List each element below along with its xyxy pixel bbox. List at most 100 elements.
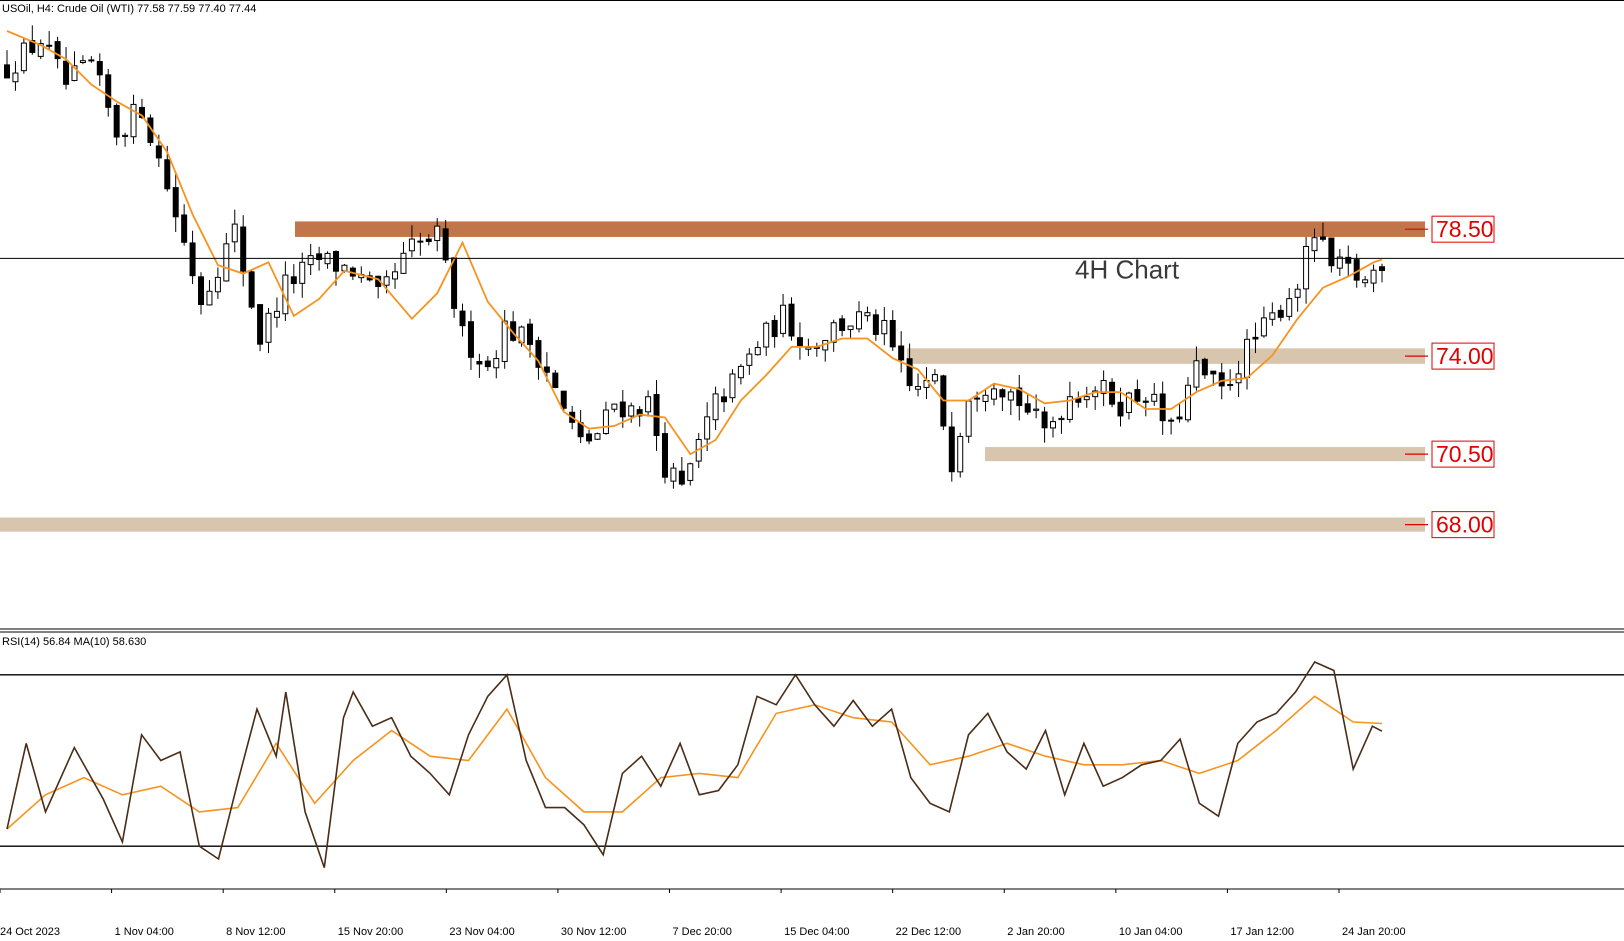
candle — [1066, 381, 1073, 423]
candle — [535, 336, 542, 380]
level-label-box — [1431, 342, 1495, 370]
candle — [763, 321, 770, 356]
candle — [915, 373, 922, 397]
candle — [1286, 287, 1293, 321]
candle — [400, 241, 407, 274]
candle — [577, 409, 584, 444]
candle — [771, 315, 778, 348]
candle — [198, 272, 205, 315]
candle — [1058, 415, 1065, 434]
candle — [1379, 263, 1385, 283]
candle — [172, 173, 179, 233]
candle — [1362, 276, 1369, 288]
candle — [594, 432, 601, 440]
candle — [1244, 329, 1251, 390]
time-tick-label: 22 Dec 12:00 — [896, 926, 961, 938]
candle — [1269, 302, 1276, 326]
candle — [88, 56, 95, 63]
candle — [417, 232, 424, 256]
time-tick-label: 24 Oct 2023 — [0, 926, 60, 938]
candle — [855, 301, 862, 333]
candle — [982, 389, 989, 412]
candle — [670, 462, 677, 489]
candle — [602, 401, 609, 435]
candle — [1345, 245, 1352, 277]
candle — [1125, 391, 1132, 420]
candle — [257, 304, 264, 352]
time-tick-label: 24 Jan 20:00 — [1342, 926, 1406, 938]
candle — [1024, 394, 1031, 415]
candle — [560, 390, 567, 412]
candle — [1336, 248, 1343, 276]
candle — [122, 132, 129, 147]
candle — [847, 325, 854, 339]
candle — [1370, 264, 1377, 293]
candle — [273, 297, 280, 328]
time-axis: 24 Oct 2023 1 Nov 04:00 8 Nov 12:00 15 Nov … — [0, 888, 1624, 938]
candle — [872, 309, 879, 341]
candle — [1083, 386, 1090, 408]
candle — [754, 341, 761, 356]
candle — [864, 306, 871, 322]
candle — [813, 342, 820, 357]
candle — [307, 243, 314, 276]
candle — [1041, 406, 1048, 443]
support-resistance-levels — [0, 221, 1425, 532]
candle — [231, 209, 238, 253]
candle — [484, 356, 491, 371]
candle — [113, 103, 120, 146]
candle — [214, 267, 221, 299]
level-zone-68-00 — [0, 517, 1425, 532]
time-tick-label: 7 Dec 20:00 — [673, 926, 732, 938]
rsi-ma-line — [6, 695, 1383, 830]
candle — [1328, 237, 1335, 273]
candle — [282, 261, 289, 322]
candle — [687, 462, 694, 486]
candle — [442, 220, 449, 264]
candle — [493, 350, 500, 379]
level-label-text: 70.50 — [1436, 441, 1494, 467]
time-tick-label: 15 Dec 04:00 — [784, 926, 849, 938]
candle — [1277, 304, 1284, 322]
candle — [990, 383, 997, 406]
candle — [451, 256, 458, 318]
candle — [1210, 370, 1217, 386]
candle — [1075, 391, 1082, 408]
candle — [206, 280, 213, 306]
candle — [898, 331, 905, 373]
candle — [586, 429, 593, 445]
candle — [20, 37, 27, 74]
candlesticks — [4, 25, 1385, 489]
candle — [628, 402, 635, 423]
candle — [940, 374, 947, 431]
rsi-panel: RSI(14) 56.84 MA(10) 58.630 — [0, 628, 1624, 868]
candle — [46, 31, 53, 50]
candle — [965, 399, 972, 443]
candle — [737, 363, 744, 385]
level-label-70-50: 70.50 — [1431, 440, 1495, 468]
candle — [476, 353, 483, 378]
symbol-header: USOil, H4: Crude Oil (WTI) 77.58 77.59 7… — [2, 3, 256, 15]
candle — [830, 319, 837, 352]
candle — [948, 412, 955, 482]
candle — [552, 369, 559, 389]
candle — [223, 232, 230, 282]
candle — [392, 263, 399, 289]
candle — [999, 388, 1006, 411]
price-panel: 4H Chart 78.50 74.00 70.50 68.00 USOil, H4:… — [0, 0, 1624, 539]
candle — [729, 369, 736, 403]
candle — [788, 297, 795, 341]
candle — [189, 230, 196, 285]
level-label-68-00: 68.00 — [1431, 511, 1495, 539]
candle — [1050, 416, 1057, 438]
candle — [1016, 374, 1023, 421]
candle — [931, 369, 938, 385]
chart-annotation: 4H Chart — [1075, 254, 1180, 284]
candle — [181, 204, 188, 246]
candle — [678, 457, 685, 486]
time-tick-label: 23 Nov 04:00 — [449, 926, 514, 938]
candle — [29, 25, 36, 55]
candle — [37, 39, 44, 59]
candle — [12, 61, 19, 91]
candle — [1294, 283, 1301, 312]
